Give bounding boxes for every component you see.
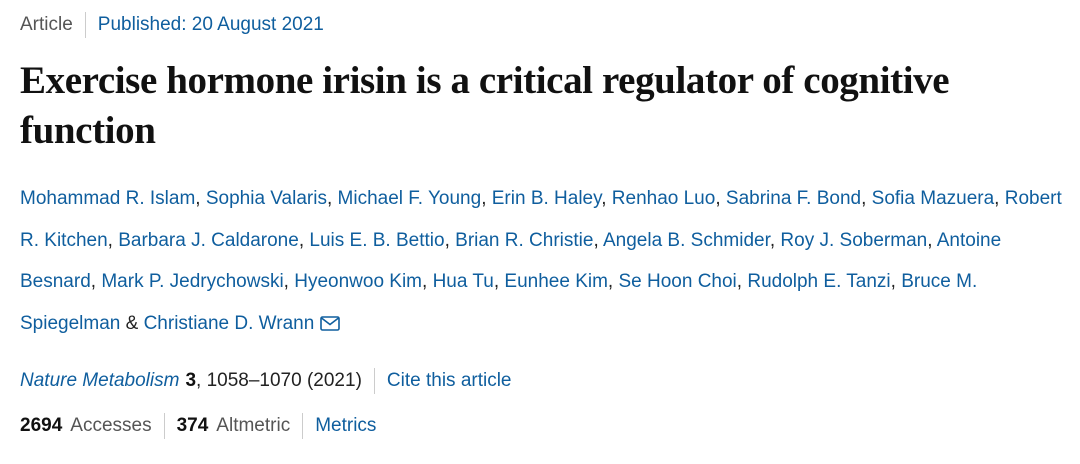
author-separator: ,	[444, 229, 456, 251]
cite-link[interactable]: Cite this article	[386, 370, 512, 391]
author-name[interactable]: Barbara J. Caldarone	[118, 229, 299, 251]
email-icon[interactable]	[320, 315, 341, 331]
separator	[373, 368, 375, 394]
author-name[interactable]: Rudolph E. Tanzi	[747, 271, 891, 292]
volume-number: 3	[185, 370, 197, 391]
author-separator: ,	[422, 271, 433, 292]
author-separator: ,	[994, 188, 1005, 209]
author-name[interactable]: Eunhee Kim	[504, 271, 608, 292]
author-separator: ,	[890, 271, 902, 292]
journal-name[interactable]: Nature Metabolism	[20, 370, 180, 391]
author-list: Mohammad R. Islam, Sophia Valaris, Micha…	[20, 178, 1068, 344]
envelope-body	[320, 315, 341, 331]
author-name[interactable]: Sophia Valaris	[205, 188, 327, 209]
article-type: Article	[20, 14, 73, 35]
author-separator: ,	[298, 229, 310, 251]
accesses-label: Accesses	[70, 415, 152, 436]
author-name[interactable]: Sabrina F. Bond	[725, 188, 862, 209]
author-separator: ,	[861, 188, 872, 209]
article-title: Exercise hormone irisin is a critical re…	[20, 59, 950, 152]
envelope-flap	[321, 316, 340, 326]
author-name[interactable]: Michael F. Young	[337, 188, 482, 209]
separator	[163, 413, 165, 439]
author-name[interactable]: Angela B. Schmider	[602, 229, 770, 251]
author-separator: ,	[607, 271, 619, 292]
article-meta: Article Published: 20 August 2021	[20, 12, 324, 38]
volume: 3, 1058–1070 (2021)	[185, 370, 361, 392]
author-separator: &	[120, 312, 144, 334]
author-name[interactable]: Mohammad R. Islam	[20, 188, 196, 209]
author-separator: ,	[769, 229, 781, 251]
author-separator: ,	[195, 188, 206, 209]
metrics-link[interactable]: Metrics	[315, 415, 377, 436]
author-name[interactable]: Bruce M. Spiegelman	[20, 271, 978, 334]
author-name[interactable]: Hyeonwoo Kim	[294, 271, 423, 292]
author-separator: ,	[736, 271, 748, 292]
author-name[interactable]: Renhao Luo	[611, 188, 716, 209]
author-name[interactable]: Roy J. Soberman	[780, 229, 928, 251]
author-separator: ,	[107, 229, 119, 251]
author-name[interactable]: Hua Tu	[432, 271, 494, 292]
author-separator: ,	[601, 188, 612, 209]
author-separator: ,	[927, 229, 937, 251]
author-name[interactable]: Se Hoon Choi	[618, 271, 737, 292]
altmetric-label: Altmetric	[216, 415, 291, 436]
author-name[interactable]: Robert R. Kitchen	[20, 188, 1062, 251]
published-date: Published: 20 August 2021	[97, 14, 324, 35]
author-name[interactable]: Erin B. Haley	[491, 188, 602, 209]
author-name[interactable]: Sofia Mazuera	[871, 188, 995, 209]
accesses-count: 2694	[20, 415, 63, 436]
author-name[interactable]: Brian R. Christie	[455, 229, 594, 251]
author-name[interactable]: Antoine Besnard	[20, 229, 1002, 293]
citation-details: , 1058–1070 (2021)	[196, 370, 362, 391]
author-separator: ,	[283, 271, 295, 292]
author-separator: ,	[493, 271, 505, 292]
separator	[302, 413, 304, 439]
author-name[interactable]: Christiane D. Wrann	[143, 312, 315, 334]
citation: Nature Metabolism 3, 1058–1070 (2021) Ci…	[20, 368, 512, 394]
separator	[84, 12, 86, 38]
author-separator: ,	[90, 271, 102, 292]
author-name[interactable]: Luis E. B. Bettio	[309, 229, 445, 251]
author-separator: ,	[593, 229, 603, 251]
author-separator: ,	[481, 188, 492, 209]
altmetric-count: 374	[176, 415, 209, 436]
author-name[interactable]: Mark P. Jedrychowski	[101, 271, 284, 292]
metrics-bar: 2694 Accesses 374 Altmetric Metrics	[20, 413, 376, 439]
author-separator: ,	[326, 188, 338, 209]
author-separator: ,	[715, 188, 726, 209]
